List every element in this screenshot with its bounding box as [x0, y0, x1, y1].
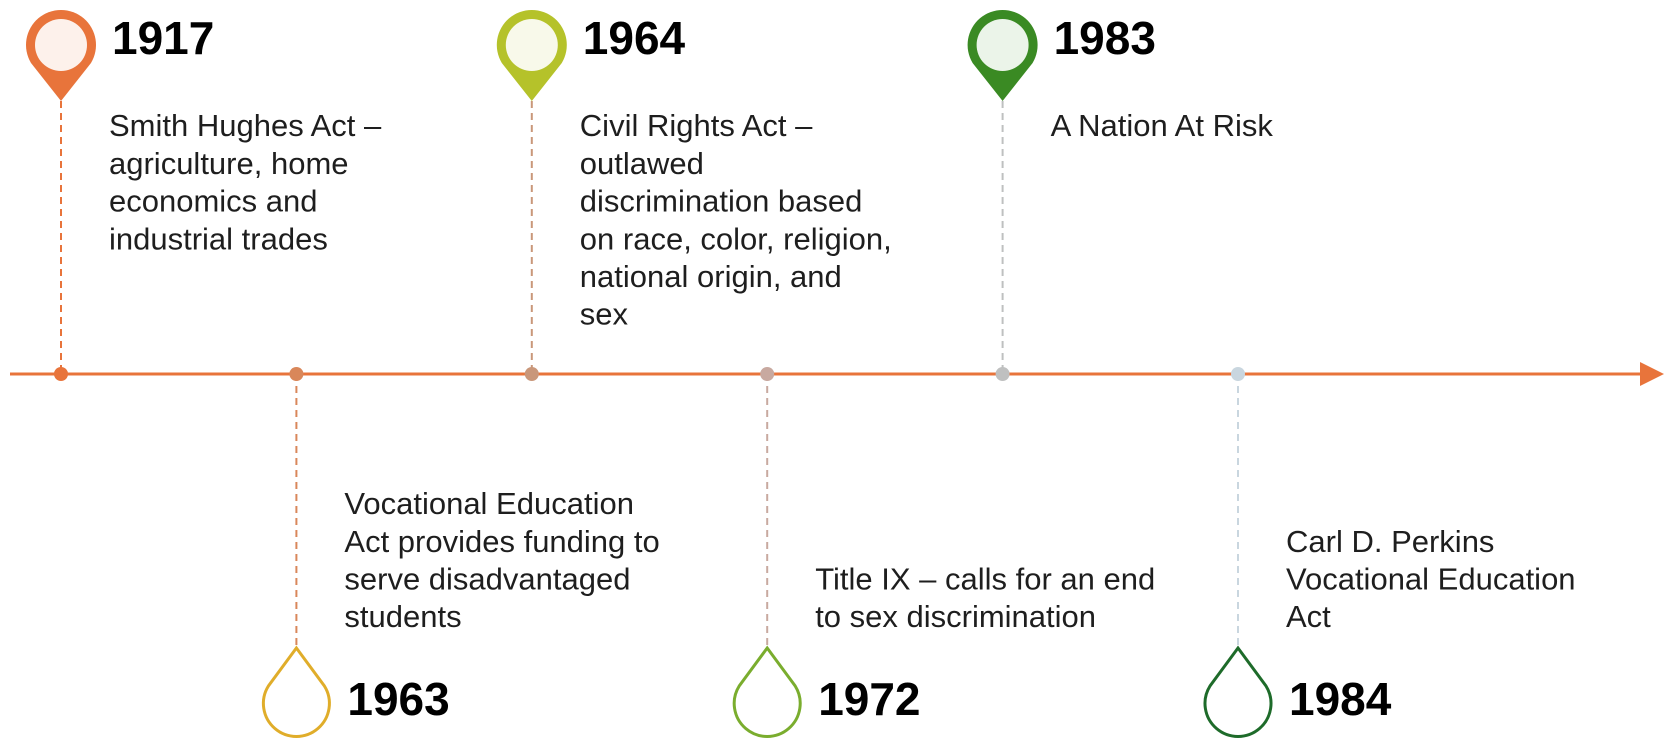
year: 1917 [112, 12, 214, 64]
description: economics and [109, 184, 318, 219]
description: Title IX – calls for an end [815, 561, 1155, 596]
description: national origin, and [580, 259, 842, 294]
description: students [344, 599, 461, 634]
pin-center [35, 19, 87, 71]
drop-pin [732, 645, 802, 738]
description: outlawed [580, 146, 704, 181]
description: discrimination based [580, 184, 863, 219]
pin-center [505, 19, 558, 71]
description: Carl D. Perkins [1286, 524, 1494, 559]
description: Civil Rights Act – [580, 108, 813, 143]
description: Vocational Education [344, 486, 634, 521]
axis-dot [1231, 367, 1245, 381]
drop-pin [261, 645, 331, 738]
description: to sex discrimination [815, 599, 1096, 634]
description: Smith Hughes Act – [109, 108, 382, 143]
description: sex [580, 297, 629, 332]
axis-arrow [1640, 362, 1664, 386]
description: A Nation At Risk [1051, 108, 1274, 143]
description: agriculture, home [109, 146, 349, 181]
description: Vocational Education [1286, 561, 1576, 596]
axis-dot [54, 367, 68, 381]
year: 1983 [1054, 12, 1156, 64]
axis-dot [524, 367, 539, 381]
pin-center [976, 19, 1029, 71]
drop-pin [1203, 645, 1273, 738]
description: Act [1286, 599, 1331, 634]
year: 1964 [583, 12, 686, 64]
description: on race, color, religion, [580, 221, 892, 256]
year: 1984 [1289, 673, 1392, 725]
axis-dot [995, 367, 1010, 381]
axis-dot [760, 367, 775, 381]
year: 1963 [347, 673, 449, 725]
description: industrial trades [109, 221, 328, 256]
description: serve disadvantaged [344, 561, 630, 596]
year: 1972 [818, 673, 920, 725]
description: Act provides funding to [344, 524, 659, 559]
axis-dot [289, 367, 304, 381]
